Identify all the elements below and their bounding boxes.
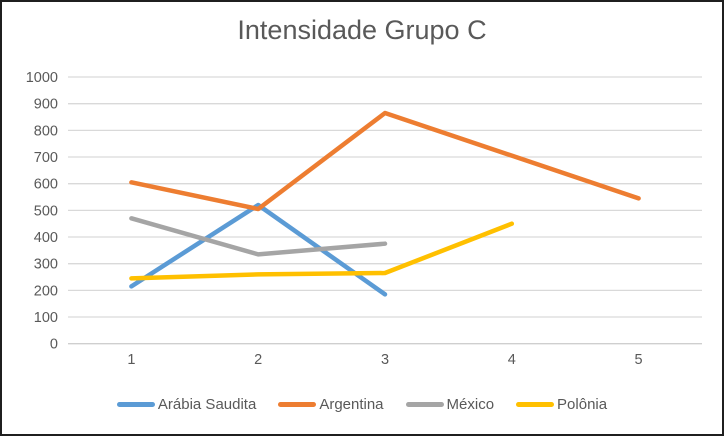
legend-item[interactable]: México [405,396,495,413]
x-tick-label: 3 [381,352,389,368]
series-line[interactable] [129,202,388,297]
y-tick-label: 800 [34,123,58,139]
legend-item[interactable]: Argentina [278,396,384,413]
legend-item[interactable]: Polônia [516,396,607,413]
legend-label: Polônia [557,396,608,413]
y-tick-label: 0 [50,337,58,353]
y-tick-label: 900 [34,97,58,113]
y-tick-label: 300 [34,257,58,273]
legend: Arábia Saudita Argentina México Polônia [2,396,722,413]
legend-item[interactable]: Arábia Saudita [116,396,257,413]
legend-label: México [446,396,495,413]
x-tick-label: 4 [508,352,516,368]
y-tick-label: 600 [34,177,58,193]
series-line[interactable] [129,221,515,281]
x-tick-label: 1 [127,352,135,368]
x-tick-label: 2 [254,352,262,368]
chart-title: Intensidade Grupo C [237,15,487,45]
series-line[interactable] [129,216,388,257]
legend-label: Argentina [319,396,384,413]
legend-swatch-icon [516,402,555,407]
legend-swatch-icon [405,402,444,407]
legend-swatch-icon [116,402,155,407]
y-tick-label: 700 [34,150,58,166]
y-tick-label: 400 [34,230,58,246]
series-line[interactable] [129,110,641,212]
y-tick-label: 100 [34,310,58,326]
y-tick-label: 1000 [26,70,58,86]
legend-swatch-icon [278,402,317,407]
legend-label: Arábia Saudita [157,396,257,413]
x-tick-label: 5 [635,352,643,368]
y-tick-label: 500 [34,203,58,219]
y-tick-label: 200 [34,283,58,299]
